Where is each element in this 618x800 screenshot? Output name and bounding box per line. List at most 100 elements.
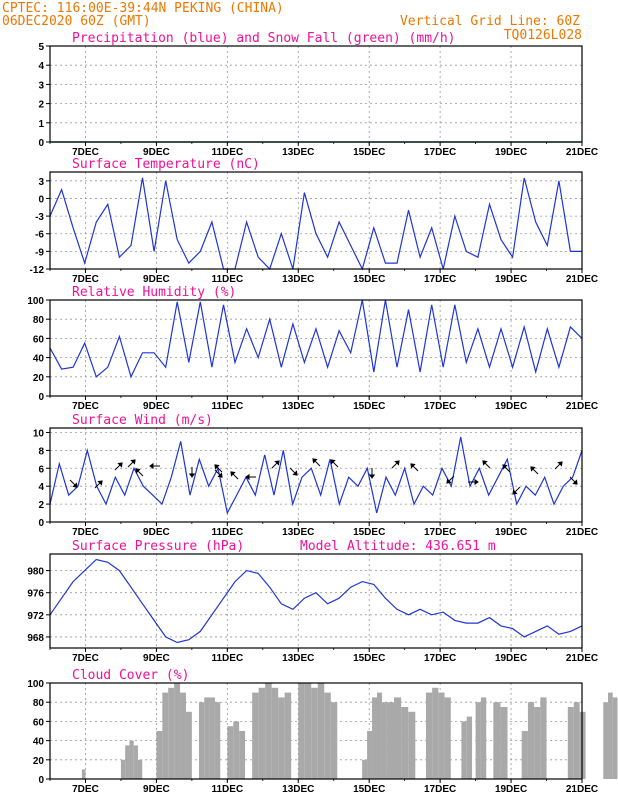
x-tick-label: 9DEC	[143, 784, 170, 795]
cloud-bar	[573, 702, 580, 779]
x-tick-label: 17DEC	[424, 784, 456, 795]
y-tick-label: 10	[33, 428, 45, 439]
cloud-bar	[567, 707, 574, 779]
wind-arrow-head	[245, 473, 250, 481]
cloud-bar	[239, 731, 246, 779]
wind-arrow-head	[312, 458, 318, 464]
wind-arrow-head	[274, 460, 280, 466]
y-tick-label: 6	[38, 464, 44, 475]
cloud-bar	[493, 702, 501, 779]
cloud-bar	[408, 711, 416, 779]
x-tick-label: 19DEC	[495, 527, 527, 538]
y-tick-label: 100	[27, 296, 44, 307]
x-tick-label: 15DEC	[353, 653, 385, 664]
cloud-bar	[265, 683, 272, 779]
x-tick-label: 9DEC	[143, 147, 170, 158]
y-tick-label: 980	[27, 567, 44, 578]
x-tick-label: 11DEC	[211, 653, 243, 664]
y-tick-label: 20	[33, 373, 45, 384]
y-tick-label: 4	[38, 61, 44, 72]
x-tick-label: 9DEC	[143, 274, 170, 285]
cloud-bar	[125, 745, 130, 779]
cloud-bar	[521, 731, 528, 779]
wind-arrow-head	[474, 478, 479, 486]
wind-arrow-head	[572, 479, 578, 485]
cloud-bar	[475, 702, 481, 779]
cloud-bar	[120, 759, 126, 779]
header-grid-note: Vertical Grid Line: 60Z	[400, 14, 580, 29]
x-tick-label: 9DEC	[143, 653, 170, 664]
x-tick-label: 21DEC	[566, 784, 598, 795]
x-tick-label: 17DEC	[424, 653, 456, 664]
cloud-bar	[180, 692, 186, 779]
y-tick-label: 968	[27, 633, 44, 644]
x-tick-label: 21DEC	[566, 274, 598, 285]
wind-arrow-head	[330, 459, 336, 465]
cloud-bar	[444, 697, 451, 779]
x-tick-label: 13DEC	[282, 527, 314, 538]
x-tick-label: 21DEC	[566, 527, 598, 538]
y-tick-label: 0	[38, 775, 44, 786]
wind-arrow-head	[230, 471, 236, 477]
x-tick-label: 11DEC	[211, 784, 243, 795]
cloud-bar	[129, 740, 134, 779]
cloud-bar	[233, 721, 240, 779]
cloud-bar	[362, 759, 368, 779]
series-line	[49, 558, 583, 644]
panel-5	[46, 682, 618, 783]
y-tick-label: -9	[35, 247, 44, 258]
panel-annotation: Model Altitude: 436.651 m	[300, 539, 496, 554]
wind-arrows	[69, 458, 578, 495]
x-tick-label: 21DEC	[566, 653, 598, 664]
y-tick-label: 40	[33, 737, 45, 748]
cloud-bar	[156, 731, 163, 779]
y-tick-label: -12	[30, 265, 45, 276]
x-tick-label: 17DEC	[424, 527, 456, 538]
panel-title: Cloud Cover (%)	[72, 668, 189, 683]
plot-frame	[49, 682, 583, 780]
wind-arrow-head	[214, 464, 220, 470]
y-tick-label: 4	[38, 482, 44, 493]
wind-arrow-head	[217, 472, 223, 478]
x-tick-label: 11DEC	[211, 401, 243, 412]
cloud-bar	[394, 697, 402, 779]
plot-frame	[49, 171, 583, 270]
wind-arrow-head	[368, 474, 376, 479]
cloud-bar	[603, 702, 609, 779]
x-tick-label: 7DEC	[72, 527, 99, 538]
cloud-bar	[298, 683, 305, 779]
cloud-bar	[367, 731, 373, 779]
cloud-bar	[278, 697, 285, 779]
plot-frame	[49, 299, 583, 397]
x-tick-label: 7DEC	[72, 147, 99, 158]
wind-arrow-head	[72, 482, 78, 488]
cloud-bar	[227, 726, 234, 779]
y-tick-label: -3	[35, 212, 44, 223]
wind-arrow-head	[482, 460, 488, 466]
cloud-bar	[432, 687, 439, 779]
y-tick-label: 5	[38, 42, 44, 53]
y-tick-label: 8	[38, 446, 44, 457]
x-tick-label: 15DEC	[353, 274, 385, 285]
panel-4	[46, 553, 583, 652]
x-tick-label: 15DEC	[353, 784, 385, 795]
y-tick-label: 60	[33, 717, 45, 728]
cloud-bar	[168, 687, 175, 779]
cloud-bar	[252, 692, 259, 779]
cloud-bar	[466, 716, 473, 779]
wind-arrow-head	[135, 468, 141, 474]
x-tick-label: 19DEC	[495, 653, 527, 664]
cloud-bar	[174, 683, 181, 779]
cloud-bar	[258, 687, 266, 779]
cloud-bar	[401, 707, 409, 779]
x-tick-label: 13DEC	[282, 784, 314, 795]
x-tick-label: 19DEC	[495, 401, 527, 412]
plot-frame	[49, 427, 583, 523]
y-tick-label: 3	[38, 177, 44, 188]
wind-arrow-head	[117, 462, 123, 468]
wind-arrow-head	[292, 470, 298, 476]
series-line	[49, 436, 583, 515]
cloud-bar	[386, 702, 395, 779]
y-tick-label: 0	[38, 138, 44, 149]
